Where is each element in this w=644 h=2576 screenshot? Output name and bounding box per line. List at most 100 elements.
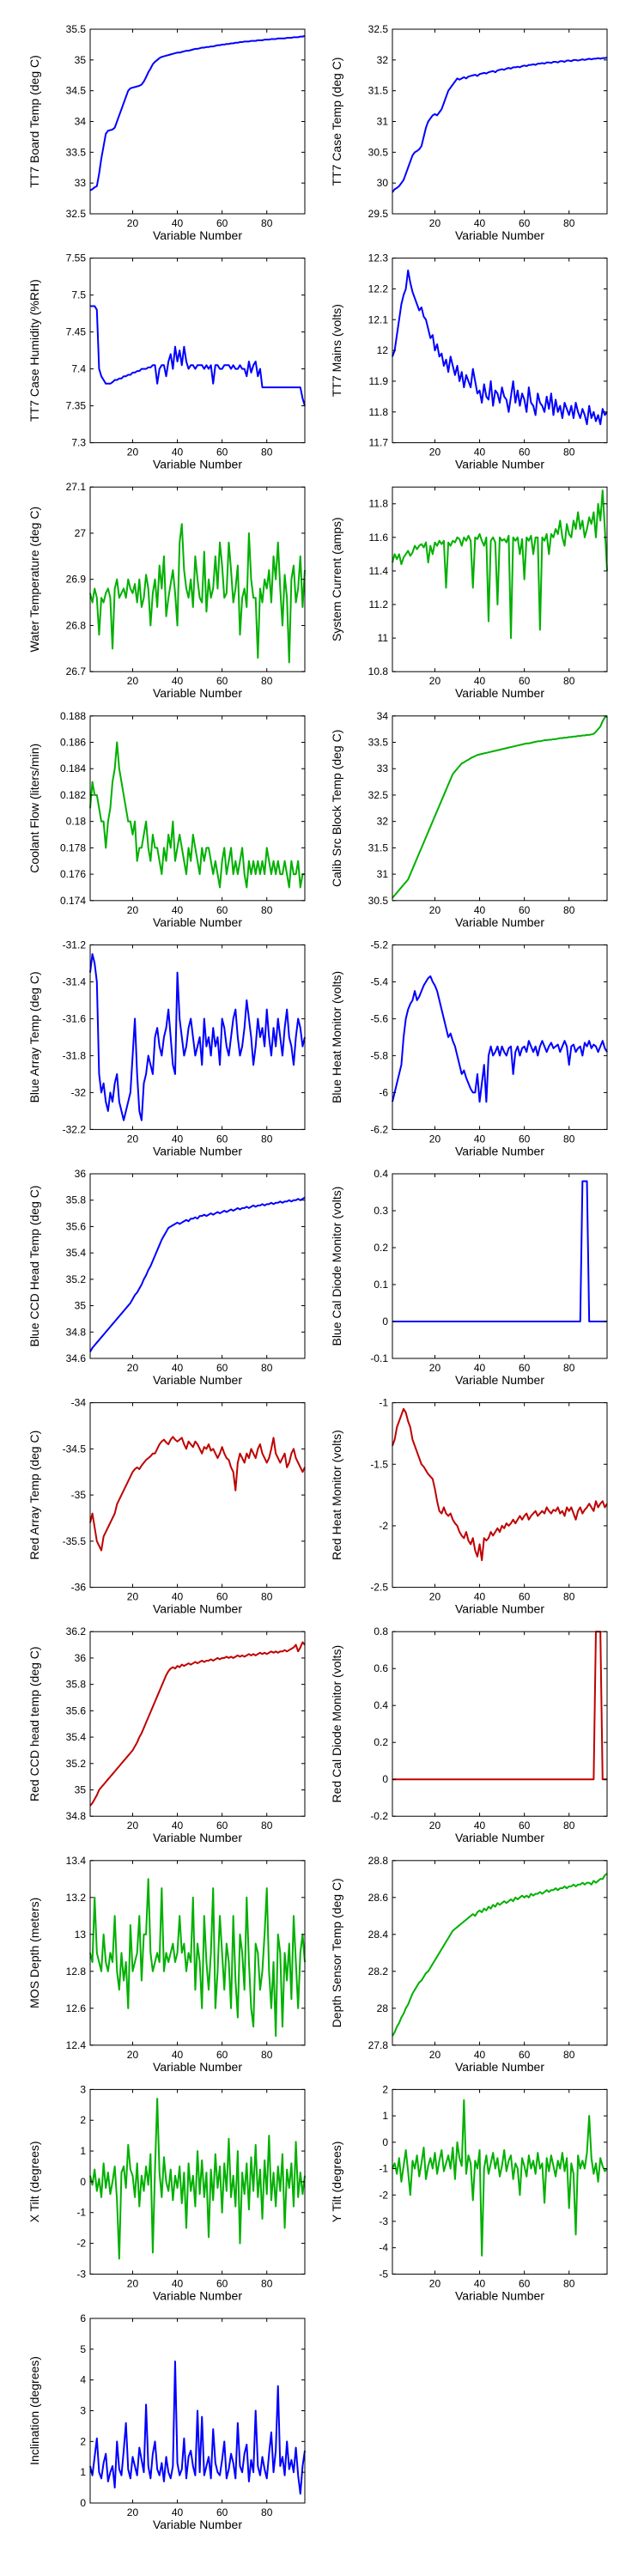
y-tick-label: 34.8 [66,1810,87,1822]
series-line [392,1873,608,2037]
y-tick-label: 12 [377,344,389,356]
x-tick-label: 20 [127,1820,139,1832]
y-tick-label: 11.7 [369,437,389,449]
x-tick-label: 20 [429,2277,441,2289]
y-tick-label: 27.8 [368,2039,389,2051]
plot-frame [392,944,608,1130]
plot-frame [89,258,306,444]
x-axis-label: Variable Number [455,2060,544,2074]
x-tick-label: 40 [474,1591,486,1603]
y-tick-label: 7.5 [71,289,86,301]
chart-panel: 20 40 60 80 34.6 34.8 35 35.2 35.4 35.6 35.8 36 Vari… [27,1168,306,1387]
x-axis-label: Variable Number [153,2060,242,2074]
x-tick-label: 20 [127,447,139,459]
y-tick-label: 28.6 [368,1892,389,1904]
series-line [89,1436,306,1552]
y-tick-label: 2 [80,2114,86,2126]
x-tick-label: 20 [127,1591,139,1603]
x-tick-label: 60 [216,217,228,229]
x-tick-label: 80 [563,1362,575,1374]
y-tick-label: 0.176 [60,868,86,880]
y-tick-label: 34.5 [66,85,87,97]
x-axis-label: Variable Number [153,458,242,471]
x-axis-label: Variable Number [455,1602,544,1616]
x-axis-label: Variable Number [153,1602,242,1616]
y-tick-label: 0 [382,1773,388,1785]
x-tick-label: 60 [216,675,228,687]
y-axis-label: TT7 Mains (volts) [330,304,343,397]
y-axis-label: Blue CCD Head Temp (deg C) [27,1185,41,1346]
y-axis-label: MOS Depth (meters) [27,1898,41,2008]
plot-frame [392,486,608,672]
x-tick-label: 20 [127,1362,139,1374]
y-tick-label: 0.184 [60,762,86,775]
y-tick-label: 31 [377,868,389,880]
x-tick-label: 80 [261,904,273,916]
y-axis-label: Blue Cal Diode Monitor (volts) [330,1187,343,1346]
x-tick-label: 80 [563,2277,575,2289]
y-tick-label: 13 [75,1929,87,1941]
x-tick-label: 80 [563,217,575,229]
y-tick-label: 35 [75,54,87,66]
y-tick-label: 7.45 [66,326,87,338]
x-tick-label: 40 [172,904,184,916]
y-tick-label: 26.7 [66,665,87,677]
y-tick-label: 11.9 [369,375,389,387]
plot-frame [392,715,608,902]
y-tick-label: 1 [80,2145,86,2157]
y-tick-label: 28.8 [368,1855,389,1867]
x-axis-label: Variable Number [153,2518,242,2531]
y-axis-label: Red Cal Diode Monitor (volts) [330,1645,343,1803]
x-tick-label: 60 [216,1133,228,1145]
x-tick-label: 60 [519,1820,531,1832]
x-tick-label: 60 [519,2049,531,2061]
chart-panel: 20 40 60 80 -2.5 -2 -1.5 -1 Variable Number Red H… [330,1397,608,1616]
plot-frame [89,1860,306,2046]
y-axis-label: Coolant Flow (liters/min) [27,744,41,873]
y-tick-label: -5.8 [370,1049,388,1061]
series-line [392,1180,607,1322]
y-tick-label: -6.2 [370,1123,388,1135]
x-tick-label: 80 [563,1591,575,1603]
y-tick-label: -31.4 [63,975,87,987]
y-tick-label: 36.2 [66,1625,87,1637]
y-tick-label: 26.9 [66,574,87,586]
series-line [392,269,608,426]
y-axis-label: TT7 Board Temp (deg C) [27,55,41,188]
y-tick-label: 6 [80,2312,86,2324]
y-tick-label: 7.35 [66,400,87,412]
x-tick-label: 60 [216,2506,228,2518]
y-tick-label: -1 [76,2207,86,2219]
x-tick-label: 60 [519,1591,531,1603]
y-tick-label: -5.4 [370,975,388,987]
x-tick-label: 80 [261,1820,273,1832]
y-tick-label: -32 [71,1086,87,1098]
y-tick-label: 35.4 [66,1731,87,1743]
y-tick-label: 36 [75,1652,87,1664]
y-tick-label: -36 [71,1582,87,1594]
y-tick-label: -2 [76,2238,86,2250]
x-tick-label: 40 [474,1133,486,1145]
y-tick-label: 32.5 [66,208,87,220]
y-tick-label: 29.5 [368,208,389,220]
y-tick-label: 0.8 [374,1625,388,1637]
y-tick-label: -5.2 [370,939,388,951]
plot-frame [89,1173,306,1359]
x-tick-label: 60 [519,1362,531,1374]
x-tick-label: 60 [216,904,228,916]
y-tick-label: 35 [75,1783,87,1795]
chart-panel: 20 40 60 80 -5 -4 -3 -2 -1 0 1 2 Variable Number Y Ti… [330,2083,608,2302]
x-axis-label: Variable Number [455,915,544,929]
y-tick-label: 5 [80,2343,86,2355]
x-axis-label: Variable Number [153,686,242,700]
x-tick-label: 60 [519,447,531,459]
y-tick-label: 4 [80,2374,86,2386]
y-tick-label: -2 [379,2189,388,2201]
y-tick-label: 0.6 [374,1662,388,1674]
x-tick-label: 20 [127,217,139,229]
series-line [89,2098,306,2260]
y-tick-label: 0.3 [374,1205,388,1217]
x-tick-label: 40 [172,2049,184,2061]
y-tick-label: 30 [377,177,389,189]
x-tick-label: 80 [563,904,575,916]
